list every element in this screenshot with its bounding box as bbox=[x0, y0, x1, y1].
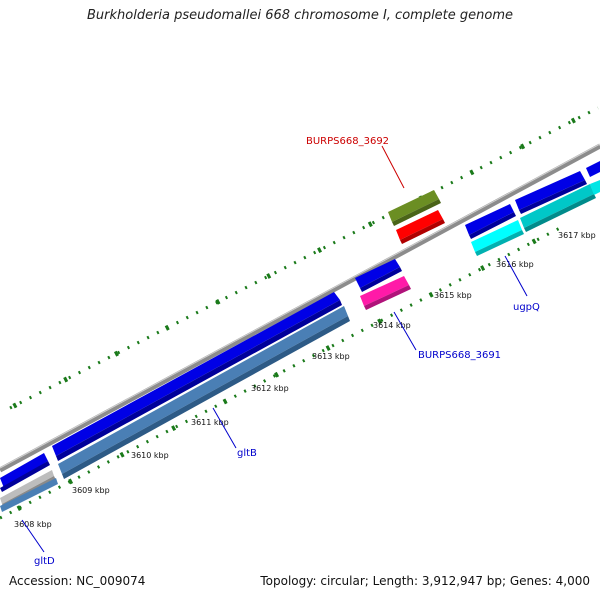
gene-steelblue-left[interactable] bbox=[0, 478, 58, 512]
tick-label: 3612 kbp bbox=[251, 384, 289, 393]
gene-ugpQ[interactable] bbox=[471, 220, 524, 256]
gene-gltB-forward[interactable] bbox=[52, 292, 342, 461]
gene-label-BURPS668_3692[interactable]: BURPS668_3692 bbox=[306, 136, 389, 147]
gene-blue-right-1[interactable] bbox=[465, 204, 516, 239]
gene-teal-right[interactable] bbox=[520, 184, 596, 232]
gene-blue-right-3[interactable] bbox=[586, 161, 600, 177]
map-title: Burkholderia pseudomallei 668 chromosome… bbox=[86, 8, 514, 23]
gene-cyan-far-right[interactable] bbox=[590, 180, 600, 195]
gene-gltB-reverse[interactable] bbox=[58, 306, 350, 479]
tick-label: 3614 kbp bbox=[373, 321, 411, 330]
genome-summary: Topology: circular; Length: 3,912,947 bp… bbox=[260, 574, 590, 588]
inner-tick-track bbox=[0, 225, 562, 521]
gene-BURPS668_3691[interactable] bbox=[360, 276, 411, 310]
tick-label: 3617 kbp bbox=[558, 231, 596, 240]
accession-label: Accession: NC_009074 bbox=[9, 574, 146, 588]
tick-label: 3616 kbp bbox=[496, 260, 534, 269]
gene-blue-mid[interactable] bbox=[355, 259, 402, 292]
gene-label-gltB[interactable]: gltB bbox=[237, 448, 257, 459]
gene-blue-left[interactable] bbox=[0, 453, 50, 492]
gene-olive[interactable] bbox=[388, 190, 441, 226]
tick-label: 3608 kbp bbox=[14, 520, 52, 529]
tick-labels: 3608 kbp 3609 kbp 3610 kbp 3611 kbp 3612… bbox=[14, 231, 596, 529]
outer-tick-track bbox=[8, 105, 600, 411]
backbone bbox=[0, 143, 600, 473]
gene-label-gltD[interactable]: gltD bbox=[34, 556, 55, 567]
gene-blue-right-2[interactable] bbox=[515, 171, 587, 214]
tick-label: 3613 kbp bbox=[312, 352, 350, 361]
leader-lines bbox=[21, 145, 528, 553]
gene-label-ugpQ[interactable]: ugpQ bbox=[513, 302, 540, 313]
gene-label-BURPS668_3691[interactable]: BURPS668_3691 bbox=[418, 350, 501, 361]
gene-BURPS668_3692[interactable] bbox=[396, 210, 445, 244]
tick-label: 3609 kbp bbox=[72, 486, 110, 495]
tick-label: 3611 kbp bbox=[191, 418, 229, 427]
tick-label: 3615 kbp bbox=[434, 291, 472, 300]
tick-label: 3610 kbp bbox=[131, 451, 169, 460]
